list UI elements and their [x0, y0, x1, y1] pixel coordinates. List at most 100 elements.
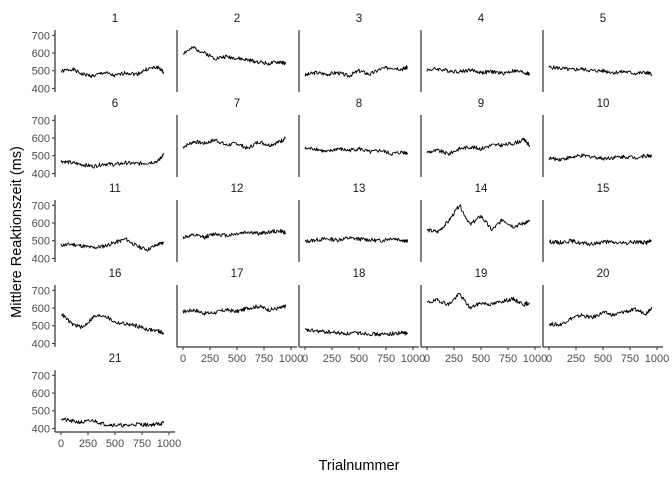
y-tick-label: 500 — [32, 406, 50, 418]
panel-13: 13 — [298, 183, 409, 262]
panel-strip-label: 16 — [109, 268, 122, 280]
y-tick-label: 500 — [32, 321, 50, 333]
panel-strip-label: 14 — [475, 183, 488, 195]
series-line — [304, 65, 408, 78]
y-tick-label: 700 — [32, 370, 50, 382]
panel-strip-label: 12 — [231, 183, 244, 195]
panel-11: 11 400 500 600 700 — [32, 183, 164, 265]
series-line — [60, 313, 165, 335]
panel-strip-label: 19 — [475, 268, 488, 280]
panel-14: 14 — [420, 183, 531, 262]
series-line — [60, 237, 164, 252]
facet-panels: 14 0 0 500 600 700 2 3 4 5 6 400 500 600 700 7 8 9 10 11 400… — [32, 13, 670, 450]
y-tick-label: 500 — [32, 66, 50, 78]
y-tick-label: 400 — [32, 168, 50, 180]
y-tick-label: 700 — [32, 285, 50, 297]
series-line — [60, 65, 165, 79]
series-line — [426, 67, 531, 76]
y-tick-label: 400 — [32, 338, 50, 350]
x-tick-label: 1000 — [157, 438, 181, 450]
y-tick-label: 600 — [32, 218, 50, 230]
panel-15: 15 — [542, 183, 652, 262]
panel-strip-label: 17 — [231, 268, 244, 280]
x-tick-label: 1000 — [645, 353, 669, 365]
series-line — [60, 417, 165, 428]
panel-2: 2 — [176, 13, 287, 92]
series-line — [304, 146, 409, 156]
x-axis-title: Trialnummer — [319, 458, 400, 474]
panel-strip-label: 6 — [112, 98, 118, 110]
panel-18: 18 0 250 500 750 1000 — [298, 268, 425, 365]
y-tick-label: 700 — [32, 30, 50, 42]
panel-5: 5 — [542, 13, 653, 92]
series-line — [426, 292, 530, 310]
panel-strip-label: 3 — [356, 13, 362, 25]
y-axis-title: Mittlere Reaktionszeit (ms) — [9, 146, 25, 318]
panel-1: 1 400 500 600 700 — [32, 13, 165, 95]
x-tick-label: 0 — [58, 438, 64, 450]
x-tick-label: 1000 — [279, 353, 303, 365]
x-tick-label: 500 — [594, 353, 612, 365]
x-tick-label: 1000 — [401, 353, 425, 365]
panel-20: 20 0 250 500 750 1000 — [542, 268, 669, 365]
x-tick-label: 750 — [621, 353, 639, 365]
series-line — [182, 229, 287, 240]
panel-strip-label: 5 — [600, 13, 606, 25]
x-tick-label: 0 — [424, 353, 430, 365]
y-tick-label: 400 — [32, 423, 50, 435]
x-tick-label: 750 — [255, 353, 273, 365]
x-tick-label: 500 — [228, 353, 246, 365]
panel-17: 17 0 250 500 750 1000 — [176, 268, 303, 365]
y-tick-label: 700 — [32, 200, 50, 212]
panel-strip-label: 15 — [597, 183, 610, 195]
panel-21: 21 400 500 600 700 0 250 500 750 1000 — [32, 353, 182, 450]
panel-strip-label: 20 — [597, 268, 610, 280]
series-line — [548, 238, 652, 247]
panel-7: 7 — [176, 98, 286, 177]
panel-strip-label: 7 — [234, 98, 240, 110]
x-tick-label: 500 — [106, 438, 124, 450]
x-tick-label: 250 — [323, 353, 341, 365]
panel-strip-label: 10 — [597, 98, 610, 110]
series-line — [182, 136, 286, 150]
panel-8: 8 — [298, 98, 409, 177]
series-line — [182, 45, 287, 66]
panel-strip-label: 18 — [353, 268, 366, 280]
panel-10: 10 — [542, 98, 653, 177]
panel-strip-label: 21 — [109, 353, 122, 365]
x-tick-label: 0 — [180, 353, 186, 365]
y-tick-label: 600 — [32, 48, 50, 60]
x-tick-label: 250 — [567, 353, 585, 365]
y-tick-label: 400 — [32, 253, 50, 265]
series-line — [548, 307, 653, 327]
x-tick-label: 250 — [201, 353, 219, 365]
x-tick-label: 500 — [472, 353, 490, 365]
series-line — [182, 304, 287, 316]
panel-16: 16 400 500 600 700 — [32, 268, 165, 350]
x-tick-label: 750 — [499, 353, 517, 365]
panel-9: 9 — [420, 98, 531, 177]
y-tick-label: 500 — [32, 151, 50, 163]
y-tick-label: 400 — [32, 83, 50, 95]
x-tick-label: 1000 — [523, 353, 547, 365]
panel-strip-label: 9 — [478, 98, 484, 110]
x-tick-label: 750 — [377, 353, 395, 365]
y-tick-label: 600 — [32, 388, 50, 400]
x-tick-label: 250 — [445, 353, 463, 365]
panel-strip-label: 11 — [109, 183, 121, 195]
panel-strip-label: 2 — [234, 13, 240, 25]
x-tick-label: 0 — [546, 353, 552, 365]
panel-19: 19 0 250 500 750 1000 — [420, 268, 547, 365]
x-tick-label: 750 — [133, 438, 151, 450]
y-tick-label: 700 — [32, 115, 50, 127]
series-line — [426, 137, 531, 156]
panel-6: 6 400 500 600 700 — [32, 98, 165, 180]
panel-12: 12 — [176, 183, 287, 262]
series-line — [304, 328, 409, 337]
y-tick-label: 600 — [32, 303, 50, 315]
y-tick-label: 600 — [32, 133, 50, 145]
panel-strip-label: 13 — [353, 183, 366, 195]
series-line — [548, 153, 653, 162]
panel-strip-label: 4 — [478, 13, 485, 25]
